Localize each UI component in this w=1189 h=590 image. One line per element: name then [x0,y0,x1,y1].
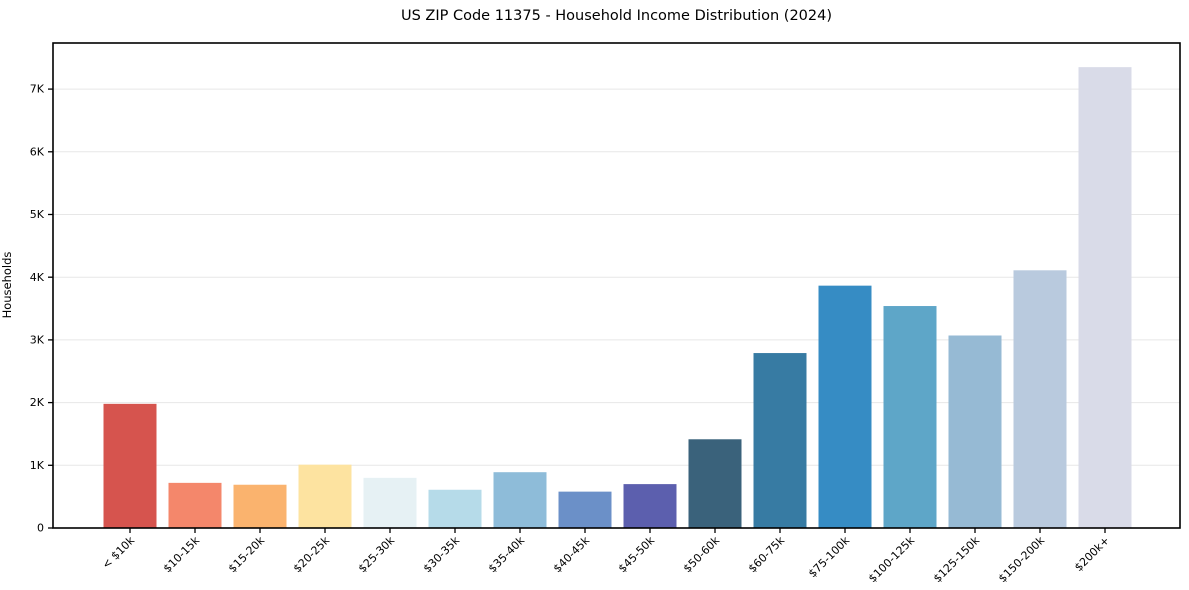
bar [948,335,1002,528]
plot-border [52,42,1181,529]
plot-background [53,43,1180,528]
bar [233,484,287,528]
y-tick-label: 6K [30,145,45,158]
bar [818,285,872,528]
x-tick-label: $100-125k [866,533,918,585]
bar [558,491,612,528]
x-tick-label: $15-20k [226,533,268,575]
bar [688,439,742,528]
x-tick-label: $60-75k [746,533,788,575]
y-tick-label: 3K [30,334,45,347]
bar [168,482,222,528]
y-tick-label: 7K [30,83,45,96]
y-tick-label: 2K [30,396,45,409]
y-tick-label: 5K [30,208,45,221]
x-tick-label: $45-50k [616,533,658,575]
y-tick-label: 0 [37,522,44,535]
x-tick-label: $30-35k [421,533,463,575]
x-tick-label: $125-150k [931,533,983,585]
x-tick-label: $150-200k [996,533,1048,585]
bar [1013,270,1067,528]
x-tick-label: $20-25k [291,533,333,575]
bar [493,472,547,528]
x-tick-label: $35-40k [486,533,528,575]
y-tick-label: 1K [30,459,45,472]
bar [753,353,807,528]
x-tick-label: $200k+ [1072,534,1112,574]
y-tick-label: 4K [30,271,45,284]
x-tick-label: $10-15k [161,533,203,575]
bar [103,403,157,528]
x-tick-label: $40-45k [551,533,593,575]
bar [298,464,352,528]
bar [1078,67,1132,529]
bar [623,484,677,528]
x-tick-label: $25-30k [356,533,398,575]
x-tick-label: < $10k [100,533,138,571]
x-tick-label: $50-60k [681,533,723,575]
bar [883,306,937,528]
x-tick-label: $75-100k [806,533,853,580]
chart-title: US ZIP Code 11375 - Household Income Dis… [400,8,833,24]
bar [363,477,417,528]
bar [428,489,482,528]
